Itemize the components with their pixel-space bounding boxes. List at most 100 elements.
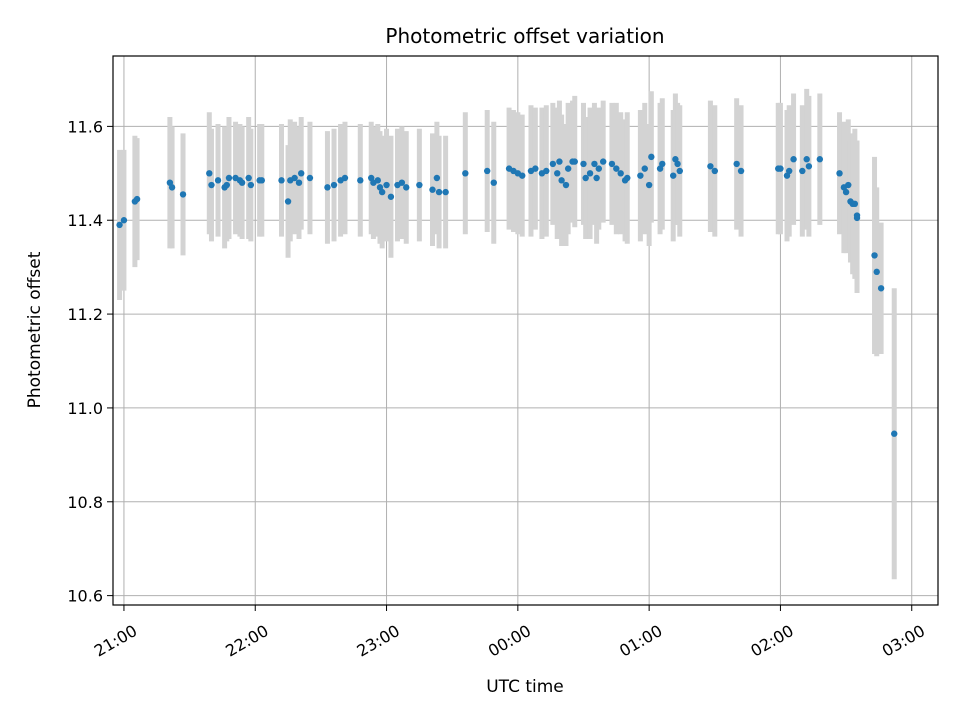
data-point [624,174,631,182]
data-point [442,188,449,196]
data-point [554,170,561,177]
data-point [564,165,572,172]
data-point [245,174,252,182]
data-point [873,268,880,276]
data-point [330,181,338,189]
data-point [580,160,587,168]
data-point [571,158,578,165]
data-point [641,165,648,172]
y-tick-label: 10.6 [67,587,103,606]
data-point [532,165,539,172]
data-point [851,200,859,208]
data-point [297,170,305,177]
data-point [799,167,806,175]
data-point [433,174,441,182]
data-point [593,174,600,182]
data-points [116,153,898,437]
data-point [403,184,410,191]
x-tick-label: 21:00 [91,621,140,661]
y-tick-label: 10.8 [67,493,103,512]
data-point [247,181,255,189]
data-point [586,170,594,177]
data-point [278,177,285,184]
data-point [670,172,677,179]
data-point [659,160,666,168]
data-point [556,158,563,165]
data-point [790,156,797,163]
data-point [208,181,215,189]
x-axis-label: UTC time [486,677,564,697]
data-point [214,177,222,184]
x-axis-ticks: 21:00 22:00 23:00 00:00 01:00 02:00 03:00 [91,605,928,661]
data-point [777,165,784,172]
data-point [225,174,233,182]
data-point [238,179,246,186]
data-point [871,252,878,259]
data-point [836,170,843,177]
data-point [877,285,885,292]
data-point [284,198,292,205]
y-tick-label: 11.2 [67,305,103,324]
data-point [845,181,852,189]
data-point [558,177,565,184]
data-point [295,179,303,186]
data-point [378,188,386,196]
data-point [785,167,793,175]
data-point [306,174,314,182]
data-point [357,177,364,184]
y-axis-ticks: 10.6 10.8 11.0 11.2 11.4 11.6 [67,117,113,606]
data-point [341,174,349,182]
data-point [519,172,526,179]
data-point [645,181,653,189]
data-point [490,179,497,186]
data-point [258,177,266,184]
data-point [599,158,607,165]
data-point [429,186,436,193]
error-bars [117,88,897,580]
data-point [816,156,824,163]
data-point [591,160,598,168]
chart-title: Photometric offset variation [385,24,664,48]
data-point [435,188,443,196]
plot-area-frame [112,55,939,606]
data-point [711,167,718,175]
y-tick-label: 11.4 [67,211,103,230]
data-point [805,163,813,170]
data-point [608,160,616,168]
data-point [582,174,589,182]
data-point [374,177,381,184]
data-point [648,153,655,161]
data-point [733,160,740,168]
x-tick-label: 01:00 [616,621,665,661]
data-point [562,181,570,189]
x-tick-label: 22:00 [222,621,271,661]
data-point [291,174,298,182]
data-point [484,167,491,175]
data-point [595,165,603,172]
data-point [549,160,557,168]
data-point [120,217,128,224]
y-axis-label: Photometric offset [25,251,45,408]
data-point [223,181,230,189]
data-point [324,184,331,191]
x-tick-label: 03:00 [879,621,928,661]
data-point [707,163,714,170]
data-point [617,170,624,177]
data-point [853,214,861,222]
data-point [416,181,423,189]
data-point [206,170,213,177]
data-point [168,184,176,191]
data-point [462,170,469,177]
x-tick-label: 00:00 [485,621,534,661]
data-point [387,193,395,200]
data-point [383,181,390,189]
x-tick-label: 02:00 [747,621,796,661]
data-point [676,167,683,175]
data-point [842,188,850,196]
y-tick-label: 11.6 [67,117,103,136]
data-point [891,430,898,437]
x-tick-label: 23:00 [354,621,403,661]
data-point [398,179,406,186]
data-point [613,165,620,172]
